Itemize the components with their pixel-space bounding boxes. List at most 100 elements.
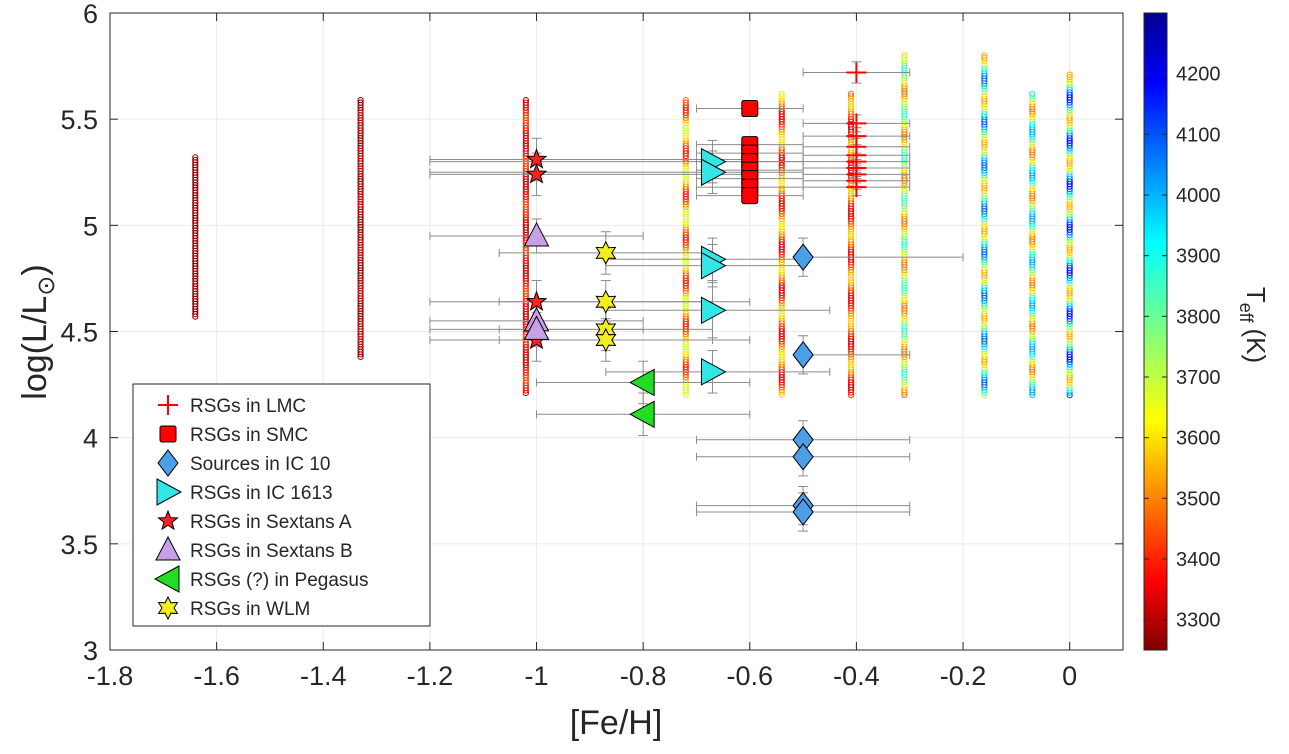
colorbar-tick-label: 3400: [1176, 549, 1221, 571]
colorbar-tick-label: 3700: [1176, 367, 1221, 389]
model-track: [682, 96, 689, 399]
data-point: [700, 158, 727, 187]
track-point: [1066, 74, 1073, 81]
series-plus: [846, 62, 867, 198]
track-point: [981, 52, 988, 59]
colorbar-label-unit: (K): [1241, 328, 1271, 363]
track-point: [981, 54, 988, 62]
model-track: [192, 154, 199, 320]
svg-text:log(L/L⊙): log(L/L⊙): [16, 264, 60, 399]
data-point: [595, 240, 617, 265]
legend-label: Sources in IC 10: [190, 454, 330, 475]
track-point: [682, 96, 689, 104]
x-tick-label: -1.8: [87, 661, 134, 691]
y-tick-label: 4: [83, 424, 98, 454]
colorbar-tick-label: 4200: [1176, 64, 1221, 86]
series-hexagram: [595, 240, 617, 353]
x-tick-label: -0.4: [833, 661, 880, 691]
colorbar-label: Teff (K): [1236, 287, 1271, 363]
legend-label: RSGs in Sextans B: [190, 541, 353, 562]
legend-entry: RSGs in Sextans B: [155, 535, 353, 562]
legend-label: RSGs in Sextans A: [190, 512, 352, 533]
data-point: [700, 296, 727, 325]
model-track: [1066, 71, 1073, 399]
data-point: [792, 341, 814, 369]
legend-label: RSGs in LMC: [190, 396, 306, 417]
series-triangle-left: [629, 368, 655, 429]
model-tracks: [192, 52, 1073, 399]
data-point: [595, 327, 617, 353]
svg-text:Teff(K): Teff (K): [1236, 287, 1271, 363]
legend-marker: [155, 535, 181, 561]
x-axis-label: [Fe/H]: [570, 704, 663, 742]
colorbar-tick-label: 4000: [1176, 185, 1221, 207]
data-point: [741, 187, 759, 205]
y-axis-label-close: ): [16, 264, 54, 275]
colorbar-label-sub: eff: [1236, 303, 1256, 324]
legend-entry: Sources in IC 10: [157, 449, 330, 477]
legend-entry: RSGs in WLM: [157, 595, 310, 621]
y-tick-label: 4.5: [60, 318, 98, 348]
track-point: [901, 54, 908, 62]
model-track: [357, 96, 364, 361]
data-point: [741, 100, 759, 118]
series-triangle-right: [700, 147, 727, 386]
data-point: [525, 162, 548, 184]
legend-marker: [157, 595, 179, 621]
legend-label: RSGs (?) in Pegasus: [190, 570, 368, 591]
model-track: [901, 52, 908, 399]
legend-label: RSGs in WLM: [190, 599, 310, 620]
x-tick-label: -0.6: [727, 661, 774, 691]
x-tick-label: -1.4: [300, 661, 347, 691]
x-tick-label: -1.2: [407, 661, 454, 691]
data-point: [523, 221, 550, 247]
x-tick-label: -0.8: [620, 661, 667, 691]
data-point: [525, 290, 548, 312]
legend-marker: [157, 449, 179, 477]
data-point: [523, 315, 550, 340]
colorbar-tick-label: 3900: [1176, 246, 1221, 268]
data-point: [792, 498, 814, 526]
colorbar: 3300 3400 3500 3600 3700 3800 3900 4000 4100 4200…: [1143, 12, 1271, 651]
data-point: [700, 251, 727, 280]
x-tick-label: 0: [1062, 661, 1077, 691]
y-axis-label: log(L/L⊙): [16, 264, 60, 399]
track-point: [847, 90, 855, 97]
legend-marker: [157, 509, 179, 531]
track-point: [1029, 93, 1036, 100]
legend-marker: [153, 565, 180, 593]
legend-label: RSGs in SMC: [190, 425, 308, 446]
x-tick-label: -1.6: [193, 661, 240, 691]
legend-box: [132, 383, 431, 627]
legend-entry: RSGs in SMC: [159, 425, 308, 446]
track-point: [522, 96, 529, 104]
model-track: [522, 96, 529, 397]
track-point: [1029, 90, 1036, 97]
model-track: [778, 90, 785, 399]
y-axis-label-sub: ⊙: [33, 276, 60, 296]
colorbar-tick-label: 3500: [1176, 488, 1221, 510]
legend-marker: [156, 478, 183, 506]
y-axis-label-main: log(L/L: [16, 296, 54, 400]
colorbar-tick-label: 4100: [1176, 124, 1221, 146]
legend: RSGs in LMC RSGs in SMC Sources in IC 10 RS…: [132, 383, 431, 627]
legend-entry: RSGs (?) in Pegasus: [153, 565, 368, 593]
track-point: [522, 99, 529, 106]
series-triangle-up: [523, 221, 550, 340]
axis-ticks: -1.8 -1.6 -1.4 -1.2 -1 -0.8 -0.6 -0.4 -0.2 0 3 3.5 4…: [60, 0, 1123, 691]
legend-marker: [158, 395, 178, 415]
y-tick-label: 6: [83, 0, 98, 29]
legend-label: RSGs in IC 1613: [190, 483, 333, 504]
data-point: [700, 358, 727, 386]
colorbar-tick-label: 3800: [1176, 306, 1221, 328]
track-point: [778, 93, 785, 100]
model-track: [1029, 90, 1036, 399]
data-point: [846, 177, 867, 198]
series-square: [741, 100, 759, 205]
data-point: [846, 62, 867, 83]
data-point: [629, 368, 655, 397]
legend-entry: RSGs in LMC: [158, 395, 306, 417]
x-tick-label: -1: [525, 661, 549, 691]
data-point: [792, 243, 814, 272]
